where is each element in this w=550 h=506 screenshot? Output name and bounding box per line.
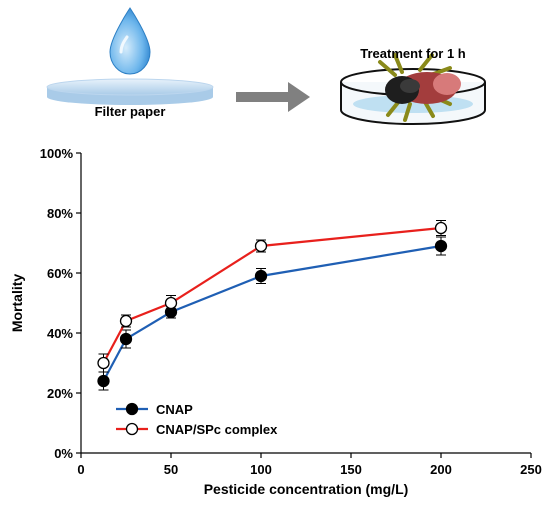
data-point <box>97 356 110 370</box>
legend-swatch-marker <box>125 402 139 416</box>
y-tick-label: 20% <box>47 386 73 401</box>
x-tick-label: 250 <box>520 462 542 477</box>
axes <box>80 153 531 454</box>
data-point <box>434 239 448 253</box>
data-point <box>254 239 268 253</box>
legend-label: CNAP/SPc complex <box>156 422 278 437</box>
y-axis-label: Mortality <box>9 274 25 333</box>
insect-icon <box>378 53 461 122</box>
x-tick-label: 100 <box>250 462 272 477</box>
filter-paper-label: Filter paper <box>95 104 166 119</box>
series-1 <box>97 236 448 391</box>
legend-item: CNAP <box>116 402 193 417</box>
legend-label: CNAP <box>156 402 193 417</box>
legend-swatch-marker <box>125 422 139 436</box>
data-point <box>97 374 110 388</box>
mortality-chart: 0% 20% 40% 60% 80% 100% 0 50 100 150 200 250 Morta… <box>9 146 542 497</box>
y-tick-label: 0% <box>54 446 73 461</box>
y-tick-label: 60% <box>47 266 73 281</box>
x-tick-label: 150 <box>340 462 362 477</box>
series-2 <box>97 220 448 373</box>
water-drop-icon <box>109 7 151 75</box>
data-point <box>164 296 178 310</box>
series-line <box>102 226 442 364</box>
x-tick-label: 50 <box>164 462 178 477</box>
x-axis-label: Pesticide concentration (mg/L) <box>204 481 409 497</box>
data-point <box>434 221 448 235</box>
treatment-label: Treatment for 1 h <box>360 46 466 61</box>
data-point <box>119 332 133 346</box>
series-line <box>102 244 442 382</box>
legend-item: CNAP/SPc complex <box>116 422 278 437</box>
x-tick-label: 200 <box>430 462 452 477</box>
data-point <box>119 314 133 328</box>
arrow-right-icon <box>236 82 310 112</box>
data-point <box>254 269 268 283</box>
y-tick-label: 80% <box>47 206 73 221</box>
schematic: Filter paper Treatment for 1 h <box>46 7 486 125</box>
legend: CNAP CNAP/SPc complex <box>116 402 278 437</box>
y-tick-label: 40% <box>47 326 73 341</box>
x-tick-label: 0 <box>77 462 84 477</box>
filter-paper-icon <box>46 78 214 105</box>
y-tick-label: 100% <box>40 146 74 161</box>
